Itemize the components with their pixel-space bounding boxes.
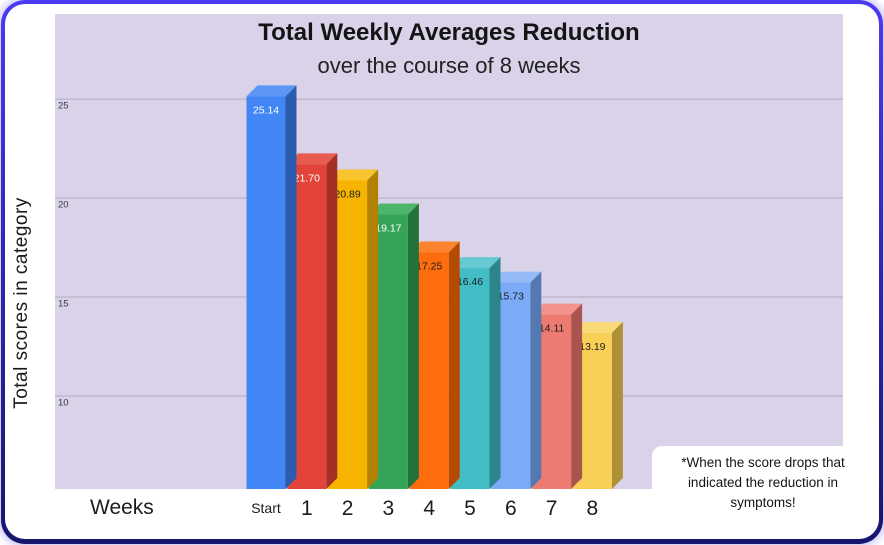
x-tick-label-start: Start (251, 500, 281, 516)
title-block: Total Weekly Averages Reduction over the… (55, 16, 843, 82)
bar-5-top-face (450, 257, 501, 269)
bar-1-side-face (326, 153, 338, 489)
bar-6-top-face (491, 271, 542, 283)
bar-3-side-face (407, 203, 419, 490)
bar-1-value-label: 21.70 (294, 172, 320, 184)
footnote-line: *When the score drops that (681, 455, 845, 470)
x-tick-label-7: 7 (545, 497, 558, 520)
bar-1-top-face (287, 153, 338, 165)
bar-2-side-face (367, 169, 379, 489)
bar-8-side-face (611, 321, 623, 489)
footnote-box: *When the score drops that indicated the… (652, 446, 874, 524)
x-tick-label-5: 5 (464, 497, 476, 520)
x-tick-label-3: 3 (382, 497, 395, 520)
footnote-line: symptoms! (730, 495, 796, 510)
x-tick-label-6: 6 (504, 497, 517, 520)
x-tick-label-8: 8 (586, 497, 599, 520)
bar-3-value-label: 19.17 (375, 222, 401, 234)
bar-4-top-face (409, 241, 460, 253)
y-axis-title: Total scores in category (11, 197, 32, 409)
x-tick-label-2: 2 (341, 497, 354, 520)
bar-7-side-face (571, 303, 583, 489)
bar-5-value-label: 16.46 (457, 276, 483, 288)
y-tick-label: 10 (58, 397, 69, 408)
bar-start-value-label: 25.14 (253, 104, 279, 116)
bar-8-top-face (572, 321, 623, 333)
bar-5-side-face (489, 257, 501, 489)
y-tick-label: 20 (58, 200, 69, 211)
bar-start (246, 96, 286, 489)
x-tick-label-1: 1 (300, 497, 313, 520)
bar-6-value-label: 15.73 (498, 291, 524, 303)
bar-start-top-face (246, 85, 297, 97)
bar-2-top-face (328, 169, 379, 181)
bar-4-value-label: 17.25 (416, 260, 442, 272)
bar-7-top-face (532, 303, 583, 315)
footnote-line: indicated the reduction in (687, 475, 839, 490)
bar-3-top-face (368, 203, 419, 215)
chart-title: Total Weekly Averages Reduction (258, 19, 640, 46)
bar-7-value-label: 14.11 (539, 323, 565, 335)
x-axis-title: Weeks (90, 496, 154, 519)
bar-6-side-face (530, 271, 542, 489)
x-tick-label-4: 4 (423, 497, 436, 520)
chart-subtitle: over the course of 8 weeks (317, 53, 581, 78)
bar-8-value-label: 13.19 (579, 341, 605, 353)
y-tick-label: 15 (58, 299, 69, 310)
bar-start-side-face (285, 85, 297, 489)
y-tick-label: 25 (58, 101, 69, 112)
bar-2-value-label: 20.89 (334, 188, 360, 200)
bar-4-side-face (448, 241, 460, 489)
